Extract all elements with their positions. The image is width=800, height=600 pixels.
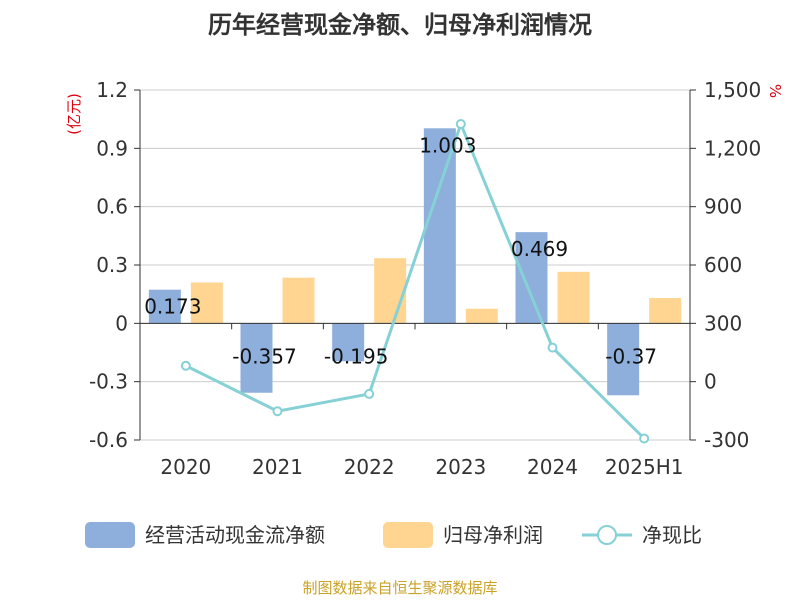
x-axis-category-label: 2021 bbox=[252, 455, 303, 479]
left-axis-tick-label: 0.3 bbox=[96, 253, 128, 277]
left-axis-tick-label: 0.9 bbox=[96, 136, 128, 160]
bar-net-profit bbox=[282, 277, 315, 324]
bar-net-profit bbox=[190, 282, 223, 324]
bar-operating-cash-flow bbox=[607, 323, 640, 396]
source-note: 制图数据来自恒生聚源数据库 bbox=[302, 579, 497, 597]
ratio-line-point bbox=[364, 388, 375, 399]
bar-net-profit bbox=[649, 298, 682, 324]
left-axis-tick-label: 0.6 bbox=[96, 195, 128, 219]
right-axis-tick-label: 1,500 bbox=[704, 78, 761, 102]
data-labels: 0.173 -0.357 -0.195 1.003 0.469 -0.37 bbox=[144, 133, 657, 368]
data-label-operating-cash-flow: 0.173 bbox=[144, 295, 201, 319]
bar-operating-cash-flow bbox=[240, 323, 273, 393]
ratio-line-path bbox=[185, 119, 646, 440]
legend-swatch-net-profit bbox=[383, 522, 433, 548]
right-axis-tick-label: 300 bbox=[704, 311, 742, 335]
legend-label-net-profit: 归母净利润 bbox=[443, 523, 543, 547]
left-axis-tick-label: 0 bbox=[115, 311, 128, 335]
bar-operating-cash-flow bbox=[148, 289, 181, 324]
x-axis-category-label: 2025H1 bbox=[605, 455, 684, 479]
ratio-line-point bbox=[639, 433, 650, 444]
data-label-operating-cash-flow: -0.37 bbox=[605, 344, 657, 368]
bar-operating-cash-flow bbox=[332, 323, 365, 362]
ratio-line-point bbox=[547, 342, 558, 353]
right-axis-tick-label: 600 bbox=[704, 253, 742, 277]
x-axis-category-label: 2024 bbox=[527, 455, 578, 479]
data-label-operating-cash-flow: -0.357 bbox=[232, 344, 296, 368]
chart-title: 历年经营现金净额、归母净利润情况 bbox=[208, 11, 592, 39]
ratio-line-point bbox=[455, 119, 466, 130]
ratio-line bbox=[180, 119, 650, 444]
axes: -0.6 -0.3 0 0.3 0.6 0.9 1.2 -300 0 300 600 900 1,200… bbox=[89, 78, 761, 479]
data-label-operating-cash-flow: -0.195 bbox=[324, 344, 388, 368]
right-axis-unit: % bbox=[766, 84, 784, 98]
bar-operating-cash-flow bbox=[515, 232, 548, 324]
right-axis-tick-label: 1,200 bbox=[704, 136, 761, 160]
bars bbox=[148, 128, 682, 396]
bar-net-profit bbox=[465, 308, 498, 324]
right-axis-tick-label: 0 bbox=[704, 370, 717, 394]
legend: 经营活动现金流净额 归母净利润 净现比 bbox=[85, 522, 702, 548]
x-axis-category-label: 2020 bbox=[160, 455, 211, 479]
left-axis-tick-label: 1.2 bbox=[96, 78, 128, 102]
right-axis-tick-label: 900 bbox=[704, 195, 742, 219]
ratio-line-point bbox=[272, 406, 283, 417]
left-axis-tick-label: -0.3 bbox=[89, 370, 128, 394]
left-axis-unit: (亿元) bbox=[65, 93, 83, 135]
legend-swatch-operating-cash-flow bbox=[85, 522, 135, 548]
ratio-line-point bbox=[180, 360, 191, 371]
legend-label-operating-cash-flow: 经营活动现金流净额 bbox=[145, 523, 325, 547]
right-axis-tick-label: -300 bbox=[704, 428, 749, 452]
legend-swatch-ratio-marker bbox=[597, 525, 617, 545]
bar-net-profit bbox=[557, 271, 590, 324]
bar-operating-cash-flow bbox=[423, 128, 456, 324]
bar-net-profit bbox=[374, 258, 407, 324]
data-label-operating-cash-flow: 1.003 bbox=[419, 133, 476, 157]
x-axis-category-label: 2022 bbox=[344, 455, 395, 479]
x-axis-category-label: 2023 bbox=[435, 455, 486, 479]
left-axis-tick-label: -0.6 bbox=[89, 428, 128, 452]
data-label-operating-cash-flow: 0.469 bbox=[511, 237, 568, 261]
legend-label-ratio: 净现比 bbox=[642, 523, 702, 547]
